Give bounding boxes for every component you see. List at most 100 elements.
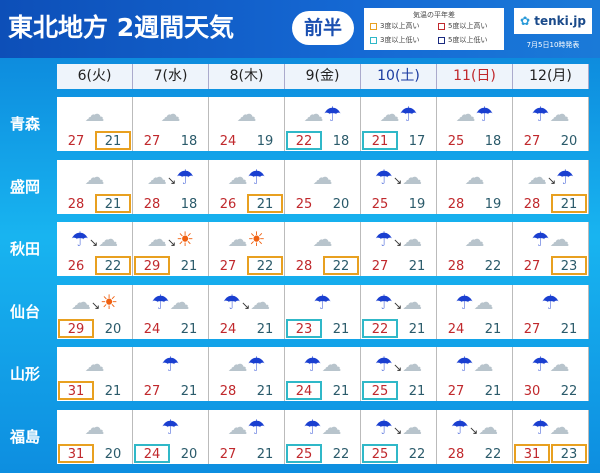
weather-icon-rain-cloudy: ☂☁ <box>285 414 360 440</box>
low-temp: 19 <box>484 197 502 212</box>
forecast-row: 秋田 ☂↘☁ 26 22 ☁↘☀ 29 21 ☁☀ 27 22 ☁ 28 22 ☂↘☁ 27 21 ☁ 28 22 ☂… <box>0 222 600 276</box>
low-temp: 20 <box>332 197 350 212</box>
high-temp: 24 <box>447 322 465 337</box>
high-temp: 27 <box>219 259 237 274</box>
forecast-cell: ☁↘☀ 29 20 <box>57 285 133 339</box>
high-temp: 25 <box>362 381 398 400</box>
cloud-icon: ☁ <box>455 102 476 126</box>
forecast-row: 盛岡 ☁ 28 21 ☁↘☂ 28 18 ☁☂ 26 21 ☁ 25 20 ☂↘☁ 25 19 ☁ 28 19 ☁↘☂… <box>0 160 600 214</box>
umbrella-icon: ☂ <box>455 290 474 314</box>
weather-icon-cloudy: ☁ <box>285 226 360 252</box>
forecast-cell: ☂☁ 27 20 <box>513 97 589 151</box>
high-temp: 27 <box>447 384 465 399</box>
low-temp: 21 <box>95 194 131 213</box>
weather-icon-rain-later-cloudy: ☂↘☁ <box>361 351 436 377</box>
cloud-icon: ☁ <box>98 227 119 251</box>
high-temp: 30 <box>523 384 541 399</box>
high-temp: 26 <box>219 197 237 212</box>
forecast-cell: ☂↘☁ 25 19 <box>361 160 437 214</box>
issued-time: 7月5日10時発表 <box>526 41 580 49</box>
day-header-row: 6(火) 7(水) 8(木) 9(金) 10(土) 11(日) 12(月) <box>57 64 589 89</box>
weather-icon-rain-cloudy: ☂☁ <box>513 414 588 440</box>
cloud-icon: ☁ <box>321 352 342 376</box>
low-temp: 21 <box>247 194 283 213</box>
high-temp: 29 <box>58 319 94 338</box>
weather-icon-rain-later-cloudy: ☂↘☁ <box>437 414 512 440</box>
umbrella-icon: ☂ <box>374 290 393 314</box>
prefecture-label: 福島 <box>10 428 41 446</box>
forecast-cell: ☁☂ 27 21 <box>209 410 285 464</box>
weather-icon-cloudy-rain: ☁☂ <box>437 101 512 127</box>
umbrella-icon: ☂ <box>374 165 393 189</box>
cloud-icon: ☁ <box>402 352 423 376</box>
weather-icon-rain-cloudy: ☂☁ <box>437 289 512 315</box>
high-temp: 28 <box>447 447 465 462</box>
forecast-cell: ☂☁ 24 21 <box>133 285 209 339</box>
high-temp: 27 <box>219 447 237 462</box>
low-temp: 20 <box>560 134 578 149</box>
cloud-icon: ☁ <box>549 227 570 251</box>
weather-icon-cloudy: ☁ <box>437 226 512 252</box>
low-temp: 19 <box>408 197 426 212</box>
weather-icon-rain-cloudy: ☂☁ <box>133 289 208 315</box>
high-temp: 28 <box>219 384 237 399</box>
umbrella-icon: ☂ <box>374 415 393 439</box>
cloud-icon: ☁ <box>227 415 248 439</box>
high-temp: 27 <box>523 259 541 274</box>
forecast-cell: ☂ 27 21 <box>513 285 589 339</box>
high-temp: 27 <box>523 322 541 337</box>
low-temp: 21 <box>180 384 198 399</box>
high-temp: 28 <box>67 197 85 212</box>
umbrella-icon: ☂ <box>541 290 560 314</box>
cloud-icon: ☁ <box>160 102 181 126</box>
arrow-icon: ↘ <box>392 361 403 374</box>
umbrella-icon: ☂ <box>374 227 393 251</box>
high-temp: 28 <box>523 197 541 212</box>
cloud-icon: ☁ <box>549 102 570 126</box>
high-temp: 28 <box>447 259 465 274</box>
forecast-cell: ☂☁ 24 21 <box>285 347 361 401</box>
weather-icon-cloudy: ☁ <box>57 351 132 377</box>
umbrella-icon: ☂ <box>313 290 332 314</box>
high-temp: 22 <box>362 319 398 338</box>
forecast-cell: ☁↘☂ 28 18 <box>133 160 209 214</box>
weather-icon-rain: ☂ <box>133 351 208 377</box>
arrow-icon: ↘ <box>392 174 403 187</box>
forecast-cell: ☁ 27 21 <box>57 97 133 151</box>
cloud-icon: ☁ <box>227 165 248 189</box>
low-temp: 22 <box>332 447 350 462</box>
umbrella-icon: ☂ <box>556 165 575 189</box>
forecast-cell: ☂☁ 27 23 <box>513 222 589 276</box>
weather-icon-rain: ☂ <box>513 289 588 315</box>
high-temp: 25 <box>371 197 389 212</box>
cloud-icon: ☁ <box>312 227 333 251</box>
forecast-row: 仙台 ☁↘☀ 29 20 ☂☁ 24 21 ☂↘☁ 24 21 ☂ 23 21 ☂↘☁ 22 21 ☂☁ 24 21… <box>0 285 600 339</box>
arrow-icon: ↘ <box>468 424 479 437</box>
low-temp: 23 <box>551 256 587 275</box>
high-temp: 25 <box>362 444 398 463</box>
umbrella-icon: ☂ <box>455 352 474 376</box>
weather-icon-cloudy-rain: ☁☂ <box>209 164 284 190</box>
weather-icon-rain: ☂ <box>285 289 360 315</box>
low-temp: 21 <box>180 259 198 274</box>
cloud-icon: ☁ <box>146 227 167 251</box>
low-temp: 22 <box>560 384 578 399</box>
high-temp: 28 <box>447 197 465 212</box>
weather-icon-rain-later-cloudy: ☂↘☁ <box>361 226 436 252</box>
forecast-cell: ☂☁ 31 23 <box>513 410 589 464</box>
arrow-icon: ↘ <box>546 174 557 187</box>
low-temp: 21 <box>408 322 426 337</box>
forecast-cell: ☁ 24 19 <box>209 97 285 151</box>
low-temp: 21 <box>408 259 426 274</box>
legend-item: 3度以上高い <box>370 21 419 31</box>
forecast-cell: ☂ 27 21 <box>133 347 209 401</box>
weather-icon-cloudy-later-rain: ☁↘☂ <box>133 164 208 190</box>
forecast-cell: ☂↘☁ 24 21 <box>209 285 285 339</box>
day-header: 6(火) <box>57 64 133 89</box>
forecast-cell: ☁ 31 21 <box>57 347 133 401</box>
cloud-icon: ☁ <box>473 290 494 314</box>
cloud-icon: ☁ <box>312 165 333 189</box>
low-temp: 22 <box>484 447 502 462</box>
forecast-cell: ☂↘☁ 22 21 <box>361 285 437 339</box>
high-temp: 21 <box>362 131 398 150</box>
